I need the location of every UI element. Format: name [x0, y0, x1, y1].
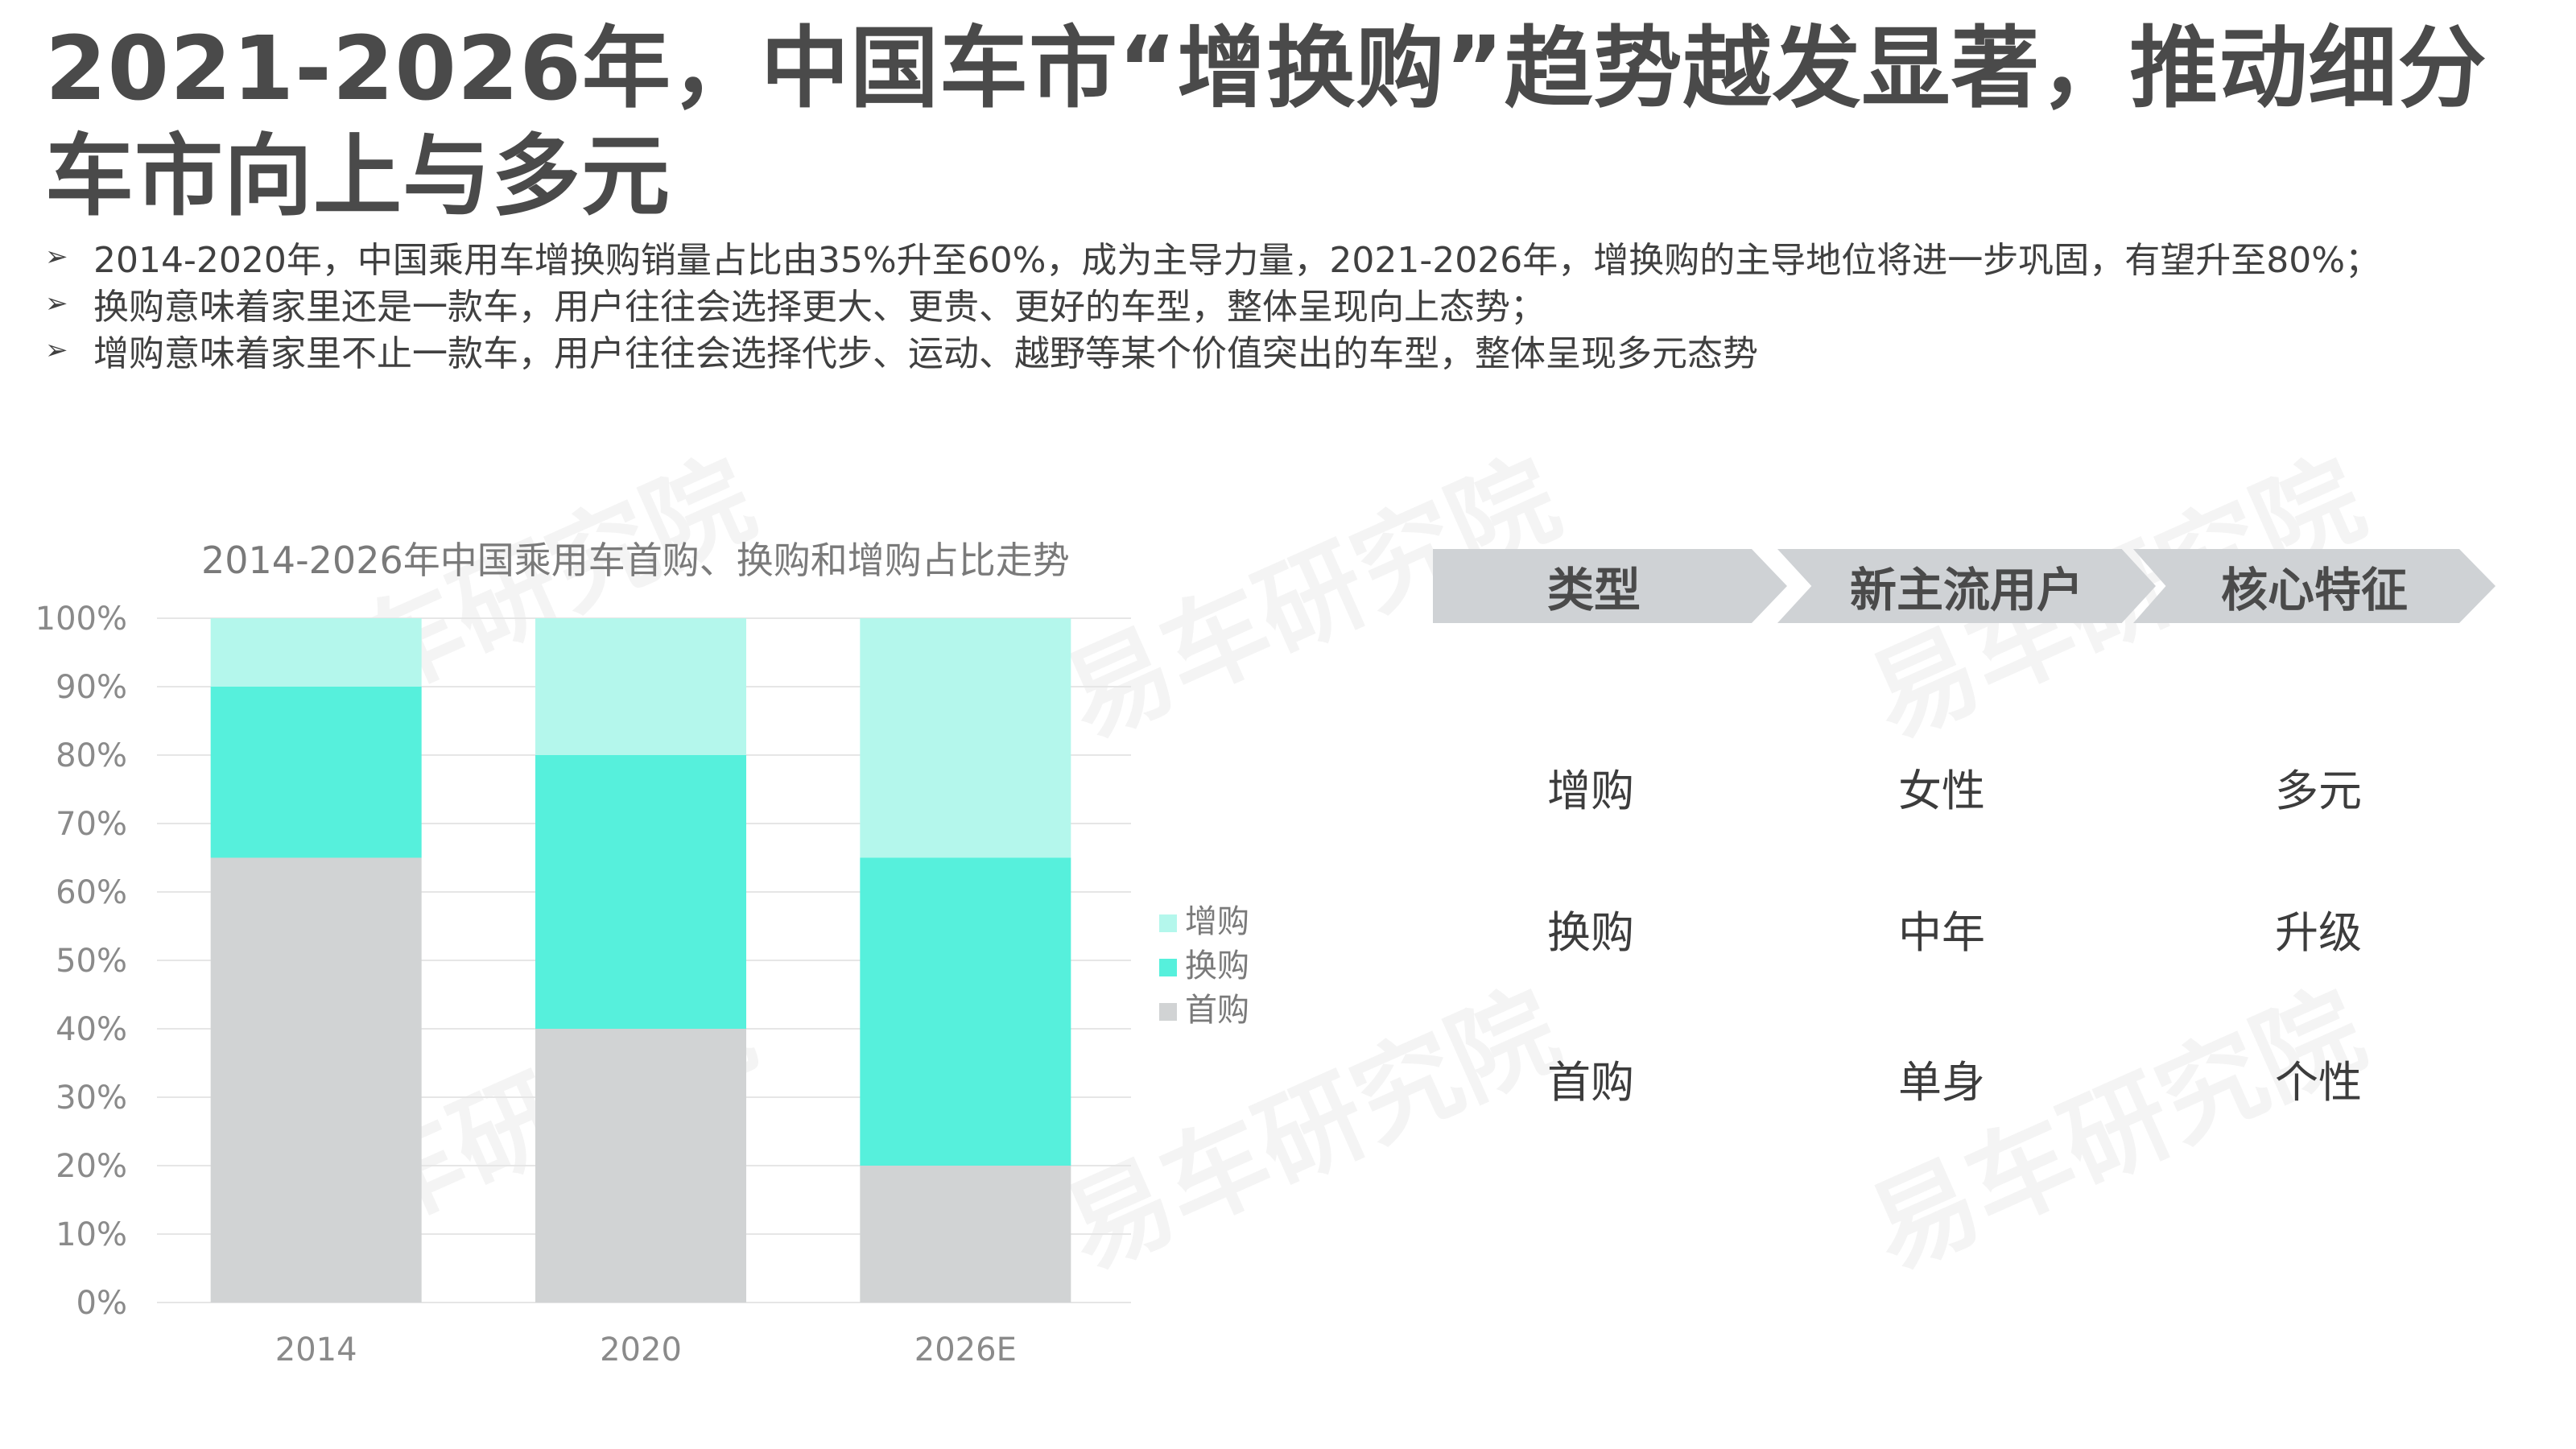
x-tick-label: 2026E	[914, 1331, 1017, 1368]
table-cell: 中年	[1898, 907, 1985, 958]
bullet-text: 2014-2020年，中国乘用车增换购销量占比由35%升至60%，成为主导力量，…	[93, 240, 2381, 281]
bar-segment	[535, 1029, 746, 1302]
bar-segment	[210, 687, 422, 858]
legend-label: 首购	[1185, 992, 1249, 1029]
y-tick-label: 90%	[56, 669, 127, 706]
x-tick-label: 2020	[600, 1331, 682, 1368]
y-tick-label: 60%	[56, 874, 127, 911]
arrow-right-icon: ➢	[45, 334, 68, 366]
table-cell: 换购	[1547, 907, 1634, 958]
table-cell: 首购	[1547, 1057, 1634, 1108]
watermark: 易车研究院	[1843, 947, 2383, 1298]
legend-swatch	[1159, 1003, 1177, 1021]
header-type: 类型	[1433, 549, 1787, 623]
table-cell: 单身	[1898, 1057, 1985, 1108]
y-tick-label: 20%	[56, 1148, 127, 1185]
bar-segment	[535, 755, 746, 1029]
page-title: 2021-2026年，中国车市“增换购”趋势越发显著，推动细分车市向上与多元	[45, 17, 2487, 228]
table-header: 类型 新主流用户 核心特征	[1433, 549, 2496, 623]
table-cell: 个性	[2275, 1057, 2362, 1108]
y-tick-label: 40%	[56, 1011, 127, 1048]
bar-segment	[535, 618, 746, 755]
bullet-list: ➢ 2014-2020年，中国乘用车增换购销量占比由35%升至60%，成为主导力…	[45, 233, 2557, 374]
table-cell: 增购	[1547, 766, 1634, 816]
y-tick-label: 10%	[56, 1216, 127, 1253]
bar-segment	[210, 618, 422, 687]
bullet-item: ➢ 换购意味着家里还是一款车，用户往往会选择更大、更贵、更好的车型，整体呈现向上…	[45, 280, 2557, 328]
y-tick-label: 50%	[56, 943, 127, 980]
chart-title: 2014-2026年中国乘用车首购、换购和增购占比走势	[201, 539, 1070, 582]
table-cell: 多元	[2275, 766, 2362, 816]
table-cell: 升级	[2275, 907, 2362, 958]
y-tick-label: 30%	[56, 1080, 127, 1117]
bullet-text: 增购意味着家里不止一款车，用户往往会选择代步、运动、越野等某个价值突出的车型，整…	[93, 333, 1758, 374]
header-new-users: 新主流用户	[1777, 549, 2156, 623]
legend-swatch	[1159, 959, 1177, 976]
table-cell: 女性	[1898, 766, 1985, 816]
y-tick-label: 0%	[76, 1285, 127, 1322]
legend-swatch	[1159, 914, 1177, 932]
arrow-right-icon: ➢	[45, 241, 68, 273]
arrow-right-icon: ➢	[45, 287, 68, 320]
bullet-item: ➢ 2014-2020年，中国乘用车增换购销量占比由35%升至60%，成为主导力…	[45, 233, 2557, 281]
y-tick-label: 80%	[56, 737, 127, 774]
bar-segment	[210, 857, 422, 1302]
bullet-text: 换购意味着家里还是一款车，用户往往会选择更大、更贵、更好的车型，整体呈现向上态势…	[93, 287, 1546, 328]
y-tick-label: 70%	[56, 806, 127, 843]
legend-label: 换购	[1185, 947, 1249, 985]
bar-segment	[860, 1166, 1071, 1302]
y-tick-label: 100%	[35, 601, 127, 638]
stacked-bar-chart: 0% 10% 20% 30% 40% 50% 60% 70% 80% 90% 100% 2014 202…	[35, 601, 1249, 1368]
legend-label: 增购	[1185, 903, 1249, 940]
bar-segment	[860, 618, 1071, 858]
header-core-feature: 核心特征	[2133, 549, 2496, 623]
bar-segment	[860, 857, 1071, 1166]
x-tick-label: 2014	[275, 1331, 357, 1368]
bullet-item: ➢ 增购意味着家里不止一款车，用户往往会选择代步、运动、越野等某个价值突出的车型…	[45, 327, 2557, 374]
